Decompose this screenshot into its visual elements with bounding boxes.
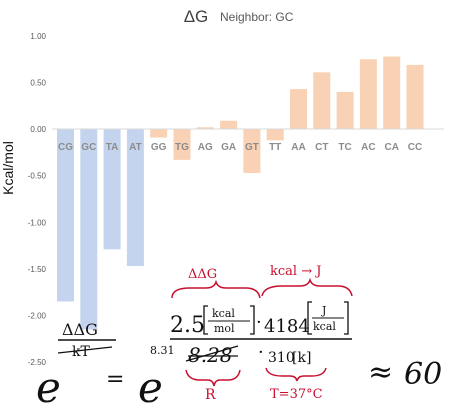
y-tick-label: 1.00 [30,32,46,41]
equals-sign: = [106,367,124,392]
y-tick-label: 0.00 [30,125,46,134]
category-label-ag: AG [198,142,213,153]
bar-cg [57,129,74,302]
category-label-tg: TG [175,142,189,153]
category-label-aa: AA [291,142,305,153]
e-left: e [36,363,61,408]
annotation-brace-t [265,367,327,382]
category-label-gt: GT [245,142,259,153]
numerator-value: 2.5 [170,313,205,338]
r-strike-1 [185,345,239,362]
bar-gc [80,129,98,330]
bar-cc [406,64,424,130]
unit-j-bottom: kcal [313,320,336,333]
y-tick-label: -2.50 [28,358,47,367]
temperature-value: 310 [268,350,295,366]
bar-series [57,56,424,330]
conversion-factor: 4184 [264,316,310,337]
bar-aa [290,89,307,130]
temperature-unit: [k] [292,350,311,366]
e-right: e [138,363,163,408]
annotation-brace-right [261,277,353,297]
category-label-cg: CG [58,142,73,153]
annotation-kcal-to-j: kcal → J [270,264,321,279]
r-value-struck: 8.28 [188,343,233,367]
annotation-delta-ddg: ΔΔG [188,267,217,282]
unit-kcal-bottom: mol [214,322,235,335]
denominator-strike [57,346,113,354]
annotation-temp-label: T=37°C [270,387,323,402]
bracket-j-kcal [307,301,349,335]
y-axis-label: Kcal/mol [0,141,16,195]
category-label-gg: GG [151,142,167,153]
chart-title: ΔG [184,7,209,26]
bar-ca [383,56,401,130]
category-label-ac: AC [361,142,375,153]
bar-tc [336,91,354,130]
category-label-ga: GA [221,142,236,153]
y-tick-label: -0.50 [28,172,47,181]
bar-gg [150,129,168,138]
unit-j-top: J [321,304,326,317]
y-tick-label: 0.50 [30,79,46,88]
bar-ct [313,72,331,130]
exponent-denominator: kT [72,344,90,360]
annotation-r-label: R [205,387,216,403]
category-labels: CG GC TA AT GG TG AG GA GT TT AA CT TC AC CA CC [58,142,422,153]
annotation-brace-left [171,279,261,299]
bar-ta [103,129,121,250]
category-label-tc: TC [338,142,351,153]
bar-tg [173,129,191,160]
unit-kcal-top: kcal [212,307,235,320]
category-label-ca: CA [384,142,398,153]
handwritten-annotations: ΔΔG kcal → J ΔΔG kT e = e 2.5 kcal mol ·… [36,264,442,408]
category-label-ct: CT [315,142,328,153]
exponent-numerator: ΔΔG [62,320,98,339]
annotation-brace-r [185,369,241,387]
bar-gt [243,129,261,173]
times-sign-2: · [258,342,264,363]
bar-tt [266,129,284,141]
category-label-at: AT [129,142,142,153]
category-label-gc: GC [81,142,96,153]
approx-sign: ≈ [368,355,393,390]
y-tick-label: -2.00 [28,311,47,320]
category-label-tt: TT [269,142,281,153]
y-tick-label: -1.50 [28,265,47,274]
bar-ga [220,120,238,130]
category-label-ta: TA [106,142,119,153]
times-sign-1: · [256,312,262,333]
y-tick-labels: 1.00 0.50 0.00 -0.50 -1.00 -1.50 -2.00 -2.50 [28,32,47,367]
bar-ac [359,59,377,130]
bracket-kcal-mol [203,305,255,335]
result-value: 60 [404,357,442,392]
r-value-written: 8.31 [150,344,175,357]
bar-at [126,129,144,267]
bar-ag [196,127,214,130]
category-label-cc: CC [408,142,422,153]
chart-subtitle: Neighbor: GC [220,10,294,24]
y-tick-label: -1.00 [28,218,47,227]
